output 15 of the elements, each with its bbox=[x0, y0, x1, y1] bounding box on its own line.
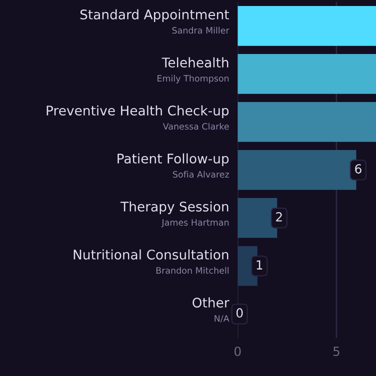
bar bbox=[238, 6, 376, 46]
y-tick-label: Preventive Health Check-up Vanessa Clarke bbox=[46, 105, 229, 130]
y-tick-label: Telehealth Emily Thompson bbox=[158, 57, 229, 84]
bar bbox=[238, 54, 376, 94]
y-tick-label: Patient Follow-up Sofia Alvarez bbox=[118, 153, 229, 178]
y-tick-label: Nutritional Consultation Brandon Mitchell bbox=[74, 249, 229, 274]
y-tick-label: Other N/A bbox=[192, 297, 230, 322]
data-label: 1 bbox=[256, 260, 262, 270]
y-tick-label: Standard Appointment Sandra Miller bbox=[80, 9, 230, 34]
data-label: 0 bbox=[236, 308, 243, 318]
bar bbox=[238, 102, 376, 142]
x-tick-label: 5 bbox=[333, 346, 340, 356]
y-tick-label: Therapy Session James Hartman bbox=[120, 201, 229, 228]
data-label: 6 bbox=[355, 164, 362, 174]
data-label: 2 bbox=[276, 212, 282, 222]
